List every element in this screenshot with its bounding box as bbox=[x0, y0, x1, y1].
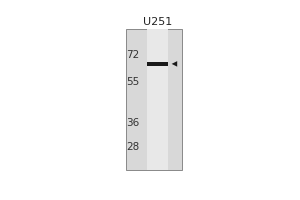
Bar bbox=[147, 29, 168, 170]
Text: 36: 36 bbox=[127, 118, 140, 128]
Bar bbox=[147, 62, 168, 66]
Text: 72: 72 bbox=[127, 50, 140, 60]
Bar bbox=[126, 29, 182, 170]
Text: 55: 55 bbox=[127, 77, 140, 87]
Text: 28: 28 bbox=[127, 142, 140, 152]
Text: U251: U251 bbox=[142, 17, 172, 27]
